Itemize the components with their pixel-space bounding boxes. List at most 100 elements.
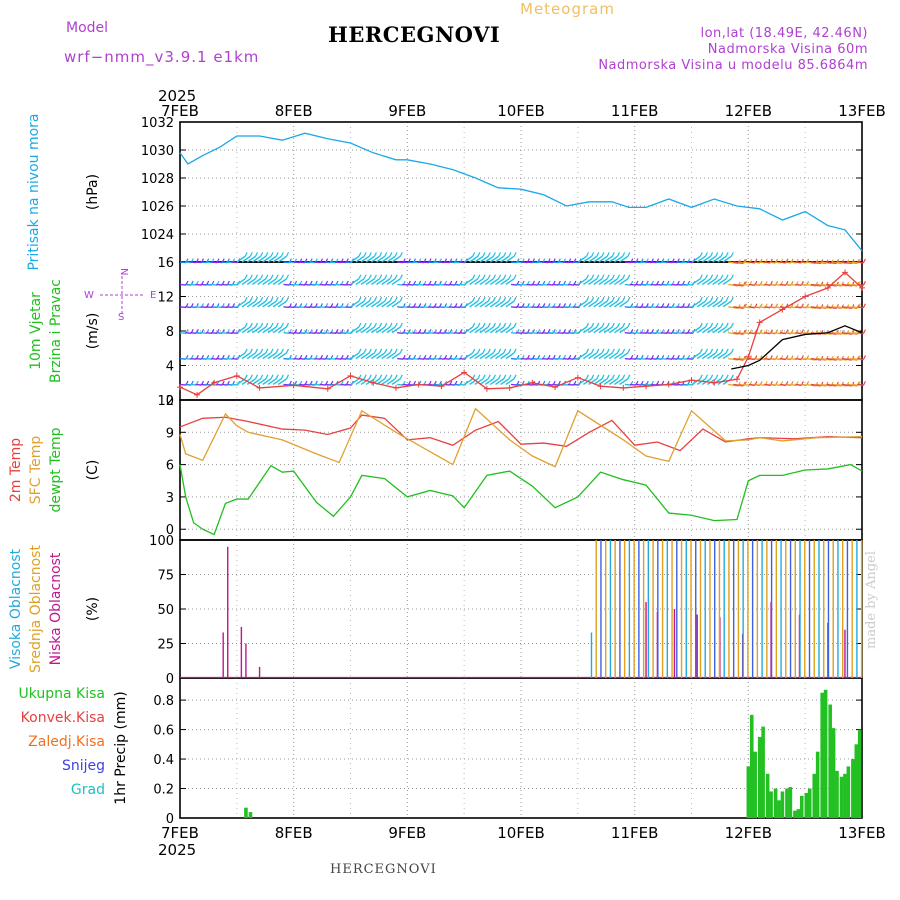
wind-barb bbox=[671, 383, 678, 386]
wind-barb bbox=[701, 255, 712, 263]
wind-barb bbox=[790, 357, 797, 361]
wind-barb bbox=[728, 383, 739, 387]
wind-barb-flag bbox=[389, 374, 393, 380]
wind-barb-flag bbox=[249, 274, 253, 280]
wind-barb-flag bbox=[606, 348, 610, 354]
wind-barb bbox=[722, 300, 732, 308]
wind-barb-flag bbox=[394, 348, 398, 354]
wind-barb bbox=[293, 261, 300, 264]
time-tick-label-top: 12FEB bbox=[725, 102, 772, 120]
wind-barb bbox=[277, 352, 287, 360]
wind-barb bbox=[216, 261, 223, 264]
wind-barb bbox=[655, 261, 662, 264]
wind-barb-flag bbox=[611, 296, 615, 302]
y-axis-label: Grad bbox=[71, 782, 105, 798]
wind-barb bbox=[474, 255, 484, 263]
wind-barb bbox=[686, 306, 693, 309]
y-tick-label: 1024 bbox=[141, 228, 174, 243]
wind-barb bbox=[847, 306, 858, 310]
unit-label: (C) bbox=[85, 460, 101, 481]
wind-barb bbox=[195, 383, 202, 386]
wind-barb bbox=[826, 357, 837, 361]
wind-barb-flag bbox=[513, 252, 517, 257]
wind-barb bbox=[629, 283, 636, 286]
wind-barb bbox=[779, 332, 786, 335]
wind-barb-row bbox=[179, 348, 866, 361]
wind-barb bbox=[423, 306, 430, 309]
wind-barb bbox=[521, 306, 528, 309]
wind-barb bbox=[759, 261, 766, 264]
wind-barb bbox=[252, 255, 262, 263]
wind-barb bbox=[707, 278, 717, 286]
wind-barb bbox=[293, 283, 300, 286]
wind-barb-flag bbox=[477, 348, 481, 354]
precip-bar bbox=[835, 770, 839, 818]
wind-barb bbox=[847, 261, 858, 265]
precip-bar bbox=[248, 812, 253, 818]
wind-barb-flag bbox=[275, 252, 279, 257]
wind-barb bbox=[246, 300, 256, 308]
wind-barb bbox=[841, 383, 852, 387]
wind-barb-flag bbox=[275, 322, 279, 328]
wind-barb bbox=[370, 352, 381, 360]
wind-barb bbox=[495, 378, 505, 386]
wind-barb bbox=[500, 300, 510, 308]
wind-barb bbox=[712, 278, 722, 286]
wind-speed-marker bbox=[552, 384, 559, 391]
wind-barb bbox=[402, 357, 409, 360]
wind-barb-flag bbox=[280, 296, 284, 302]
wind-barb bbox=[826, 306, 837, 310]
wind-barb bbox=[655, 357, 662, 360]
wind-barb bbox=[738, 383, 745, 387]
precip-bar bbox=[804, 792, 809, 818]
precip-bar bbox=[796, 809, 801, 818]
y-tick-label: 16 bbox=[157, 256, 174, 271]
wind-barb-flag bbox=[710, 296, 714, 302]
wind-barb-flag bbox=[710, 374, 714, 380]
wind-barb-flag bbox=[260, 252, 264, 257]
wind-barb-flag bbox=[585, 274, 590, 280]
wind-barb bbox=[179, 283, 187, 286]
wind-barb bbox=[691, 352, 701, 360]
wind-barb bbox=[521, 357, 528, 360]
location-coords: lon,lat (18.49E, 42.46N) bbox=[700, 26, 868, 41]
y-tick-label: 1030 bbox=[141, 144, 174, 159]
wind-barb-flag bbox=[725, 348, 729, 354]
wind-barb-flag bbox=[368, 296, 372, 302]
wind-barb-flag bbox=[368, 374, 372, 380]
wind-barb bbox=[567, 283, 574, 286]
y-tick-label: 3 bbox=[166, 491, 174, 506]
wind-barb bbox=[267, 255, 277, 263]
wind-barb bbox=[262, 378, 272, 386]
wind-barb bbox=[200, 332, 207, 335]
wind-barb-flag bbox=[508, 322, 512, 328]
wind-barb bbox=[397, 357, 404, 360]
wind-barb bbox=[195, 357, 202, 360]
wind-barb-flag bbox=[585, 296, 590, 302]
wind-barb bbox=[360, 278, 370, 286]
wind-barb bbox=[195, 261, 202, 264]
wind-barb bbox=[810, 283, 821, 287]
wind-barb-flag bbox=[606, 374, 610, 380]
wind-barb bbox=[557, 283, 564, 286]
wind-barb-flag bbox=[585, 348, 590, 354]
wind-barb-flag bbox=[249, 374, 253, 380]
wind-barb-flag bbox=[601, 374, 605, 380]
wind-barb-flag bbox=[513, 322, 517, 328]
wind-barb bbox=[583, 326, 593, 334]
wind-speed-line bbox=[179, 271, 863, 396]
wind-barb bbox=[701, 300, 712, 308]
wind-barb bbox=[376, 326, 386, 334]
wind-barb-flag bbox=[498, 296, 502, 302]
wind-barb-flag bbox=[487, 374, 491, 380]
wind-barb bbox=[433, 283, 440, 286]
wind-barb-flag bbox=[508, 274, 512, 280]
wind-barb-flag bbox=[399, 348, 403, 354]
wind-barb bbox=[386, 326, 396, 334]
wind-barb bbox=[484, 326, 494, 334]
wind-barb bbox=[572, 261, 580, 264]
wind-barb-flag bbox=[492, 348, 496, 354]
wind-barb bbox=[650, 332, 657, 335]
wind-barb-flag bbox=[270, 322, 274, 328]
wind-barb bbox=[205, 357, 212, 360]
